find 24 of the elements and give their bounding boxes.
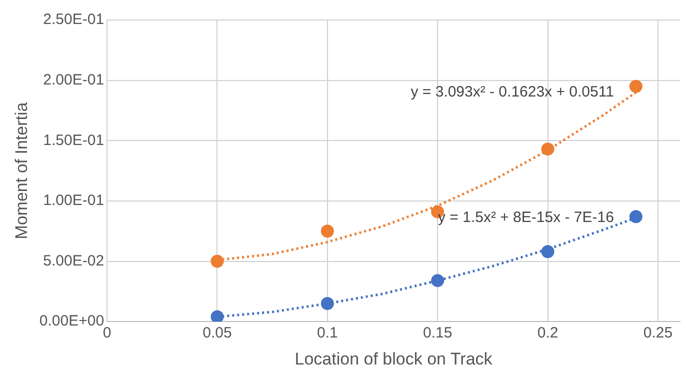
x-tick-label: 0.1	[316, 324, 338, 342]
point	[320, 297, 334, 310]
point	[629, 80, 642, 93]
point	[210, 254, 224, 268]
x-tick-label: 0.25	[643, 324, 673, 342]
y-tick-label: 1.50E-01	[43, 132, 104, 149]
point	[541, 142, 554, 156]
x-tick-label: 0	[102, 324, 112, 342]
point	[320, 224, 334, 238]
y-tick-label: 2.50E-01	[43, 11, 104, 28]
y-tick-label: 5.00E-02	[43, 252, 104, 270]
x-tick-label: 0.15	[422, 324, 452, 342]
point	[541, 245, 554, 258]
point	[431, 274, 444, 288]
x-tick-label: 0.05	[202, 324, 232, 342]
y-tick-label: 1.00E-01	[43, 192, 104, 210]
x-tick-label: 0.2	[537, 324, 558, 342]
y-tick-label: 0.00E+00	[39, 312, 104, 330]
y-axis-title: Moment of Intertia	[12, 102, 31, 240]
point	[629, 210, 642, 224]
y-tick-label: 2.00E-01	[43, 71, 104, 88]
x-axis-title: Location of block on Track	[294, 349, 493, 368]
annotation: y = 3.093x² - 0.1623x + 0.0511	[410, 84, 614, 101]
point	[210, 310, 224, 322]
